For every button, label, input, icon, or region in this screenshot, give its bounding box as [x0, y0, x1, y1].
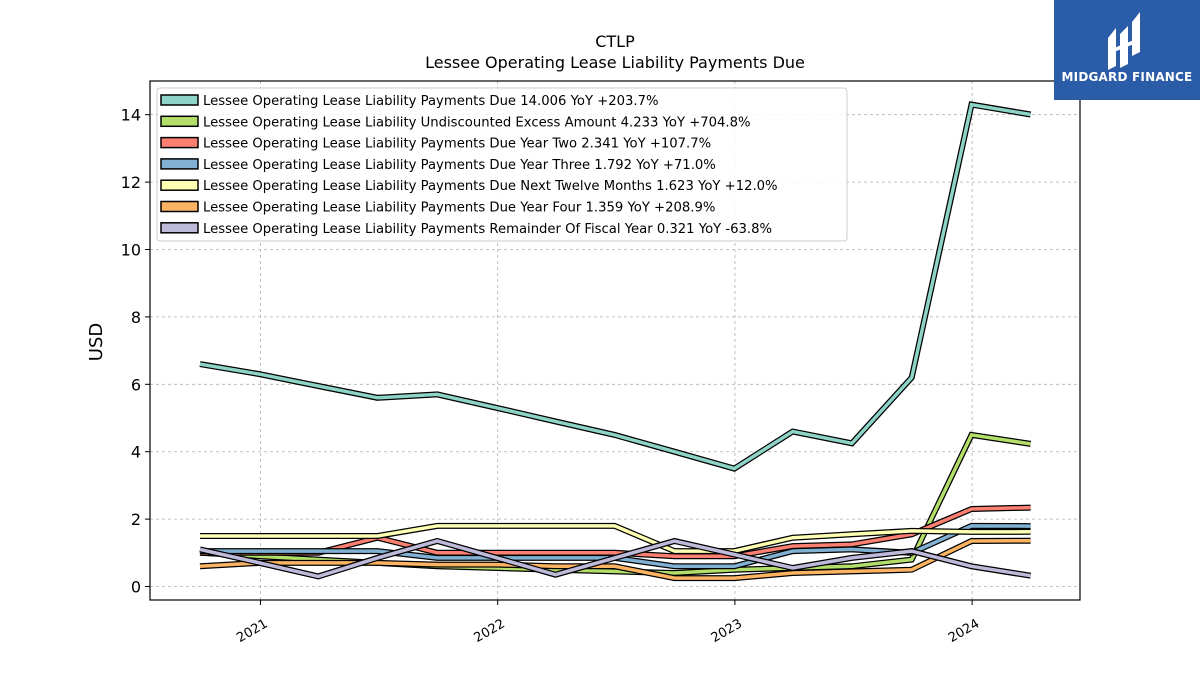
series-6	[199, 537, 1031, 582]
series-line	[200, 524, 1031, 553]
legend-label: Lessee Operating Lease Liability Payment…	[203, 201, 715, 216]
y-axis-label: USD	[86, 323, 107, 361]
legend-label: Lessee Operating Lease Liability Payment…	[203, 179, 778, 194]
y-tick-label: 8	[131, 308, 141, 327]
legend-swatch	[160, 222, 199, 234]
legend-label: Lessee Operating Lease Liability Payment…	[203, 137, 711, 152]
brand-logo: MIDGARD FINANCE	[1054, 0, 1200, 100]
series-line	[199, 538, 1031, 580]
x-tick-label: 2023	[709, 616, 745, 646]
series-line	[199, 539, 1031, 579]
y-tick-label: 12	[121, 173, 141, 192]
y-tick-label: 2	[131, 510, 141, 529]
legend-label: Lessee Operating Lease Liability Payment…	[203, 158, 716, 173]
x-tick-label: 2021	[234, 616, 270, 646]
series-5	[200, 522, 1031, 555]
series-7	[199, 537, 1032, 580]
brand-logo-text: MIDGARD FINANCE	[1061, 70, 1193, 84]
y-tick-label: 10	[121, 241, 141, 260]
legend-label: Lessee Operating Lease Liability Payment…	[203, 222, 772, 237]
chart-title: CTLP	[595, 32, 635, 51]
x-tick-label: 2022	[472, 616, 508, 646]
y-tick-label: 14	[121, 106, 141, 125]
y-tick-label: 6	[131, 375, 141, 394]
legend-swatch	[160, 94, 199, 106]
y-tick-label: 4	[131, 443, 141, 462]
series-layer	[199, 101, 1032, 582]
series-line	[200, 505, 1031, 558]
chart-subtitle: Lessee Operating Lease Liability Payment…	[425, 53, 805, 72]
series-3	[200, 504, 1031, 560]
y-tick-label: 0	[131, 578, 141, 597]
legend-label: Lessee Operating Lease Liability Undisco…	[203, 115, 751, 130]
x-tick-label: 2024	[946, 616, 982, 646]
series-1	[199, 101, 1032, 472]
legend-swatch	[160, 115, 199, 128]
legend-swatch	[160, 136, 199, 149]
series-line	[199, 102, 1031, 471]
legend: Lessee Operating Lease Liability Payment…	[156, 87, 848, 242]
legend-box	[156, 87, 848, 242]
legend-swatch	[160, 200, 199, 213]
legend-label: Lessee Operating Lease Liability Payment…	[203, 94, 659, 109]
legend-swatch	[160, 158, 199, 170]
legend-swatch	[160, 179, 199, 191]
midgard-logo-icon	[1108, 12, 1140, 70]
plot-frame	[149, 80, 1081, 601]
